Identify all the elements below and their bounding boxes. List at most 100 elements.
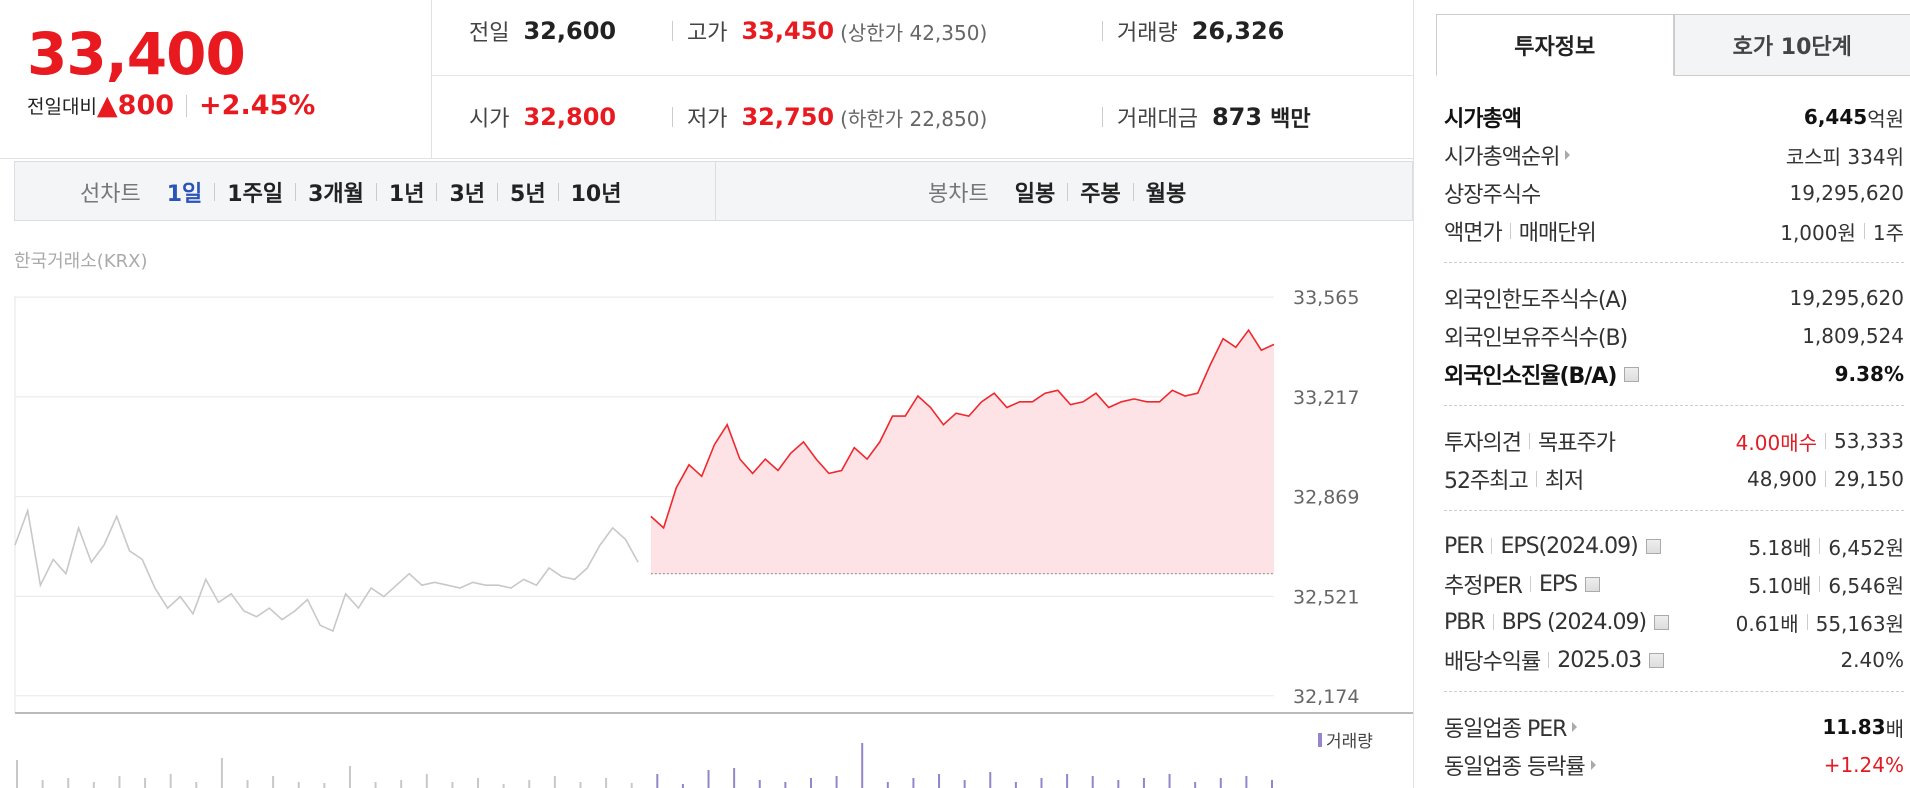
volume-bar — [1066, 774, 1069, 788]
label-text: 상장주식수 — [1444, 183, 1541, 208]
value-text: 19,295,620 — [1789, 181, 1904, 205]
label-text: 2025.03 — [1557, 647, 1642, 673]
row-value: 1,809,524 — [1802, 324, 1904, 348]
period-tab[interactable]: 3개월 — [308, 182, 364, 207]
info-row: 투자의견 목표주가 4.00매수 53,333 — [1444, 422, 1904, 460]
period-tab[interactable]: 1년 — [388, 182, 425, 207]
row-label: 시가총액순위 — [1444, 139, 1571, 171]
info-item: 전일 32,600 — [469, 15, 616, 47]
info-box — [432, 0, 1413, 159]
info-row: 상장주식수 19,295,620 — [1444, 174, 1904, 212]
volume-bar — [144, 778, 147, 788]
volume-bar — [809, 778, 812, 788]
label-text: 최저 — [1544, 469, 1584, 494]
info-row: 외국인소진율(B/A) 9.38% — [1444, 355, 1904, 393]
info-item: 거래대금 873 백만 — [1102, 101, 1311, 133]
row-label: 상장주식수 — [1444, 177, 1541, 209]
label-text: 추정PER — [1444, 574, 1523, 599]
volume-bar — [605, 778, 608, 788]
volume-bar — [528, 780, 531, 788]
separator — [1509, 223, 1511, 239]
value-text: 4.00매수 — [1735, 430, 1818, 455]
row-value: 19,295,620 — [1789, 286, 1904, 310]
volume-bar — [553, 776, 556, 788]
volume-bar — [477, 778, 480, 788]
volume-bar — [374, 782, 377, 788]
separator — [1132, 183, 1134, 201]
volume-bar — [16, 760, 18, 788]
separator — [672, 21, 673, 41]
info-label: 전일 — [469, 21, 510, 46]
side-tab[interactable]: 호가 10단계 — [1673, 14, 1910, 76]
row-label: 52주최고 최저 — [1444, 463, 1584, 495]
row-label: 투자의견 목표주가 — [1444, 425, 1616, 457]
exchange-label: 한국거래소(KRX) — [14, 251, 148, 272]
period-tab[interactable]: 3년 — [449, 182, 486, 207]
info-item: 시가 32,800 — [469, 101, 616, 133]
row-label: 추정PER EPS — [1444, 568, 1601, 600]
candle-tab[interactable]: 월봉 — [1145, 182, 1187, 207]
row-value: 코스피 334위 — [1786, 141, 1904, 170]
info-label: 고가 — [687, 21, 728, 46]
y-tick-label: 32,521 — [1293, 586, 1359, 608]
change-rate: +2.45% — [199, 90, 316, 121]
volume-bar — [502, 784, 505, 788]
volume-bar — [1168, 774, 1171, 788]
arrow-icon — [1572, 722, 1578, 732]
period-tab[interactable]: 10년 — [570, 182, 622, 207]
current-price: 33,400 — [27, 20, 246, 88]
info-row: 동일업종 등락률 +1.24% — [1444, 746, 1904, 784]
info-row: 배당수익률 2025.03 2.40% — [1444, 641, 1904, 679]
volume-bar — [118, 776, 121, 788]
value-text: 48,900 — [1747, 467, 1818, 491]
label-text: 액면가 — [1444, 221, 1503, 246]
separator — [1825, 433, 1827, 449]
arrow-icon — [1565, 150, 1571, 160]
value-text: 코스피 334위 — [1785, 144, 1904, 169]
row-value: +1.24% — [1824, 753, 1904, 777]
volume-bar — [67, 778, 70, 788]
row-value: 2.40% — [1840, 648, 1904, 672]
period-tab[interactable]: 1일 — [166, 182, 203, 207]
help-icon — [1585, 576, 1601, 592]
period-tab[interactable]: 1주일 — [227, 182, 284, 207]
volume-bar — [1245, 776, 1248, 788]
period-tab[interactable]: 5년 — [510, 182, 546, 207]
change-label: 전일대비 — [27, 96, 97, 118]
info-label: 거래량 — [1117, 21, 1178, 46]
separator — [1529, 576, 1531, 592]
value-text: 0.61배 — [1735, 611, 1799, 636]
label-text: EPS — [1538, 571, 1578, 597]
info-row: 시가총액순위 코스피 334위 — [1444, 136, 1904, 174]
info-row: 시가총액 6,445 억원 — [1444, 98, 1904, 136]
value-unit: 억원 — [1867, 106, 1904, 131]
legend-label: 거래량 — [1326, 732, 1373, 752]
row-value: 6,445 억원 — [1804, 103, 1904, 132]
value-text: 11.83 — [1822, 715, 1886, 739]
row-value: 48,900 29,150 — [1747, 467, 1904, 491]
info-row: PBR BPS (2024.09) 0.61배 55,163원 — [1444, 603, 1904, 641]
info-group: 외국인한도주식수(A) 19,295,620 외국인보유주식수(B) 1,809,52… — [1444, 277, 1904, 406]
volume-bar — [758, 780, 761, 788]
volume-bar — [630, 783, 633, 788]
info-value: 33,450 — [741, 17, 835, 45]
candle-tab[interactable]: 주봉 — [1080, 182, 1121, 207]
volume-bar — [272, 776, 275, 788]
value-text: 5.10배 — [1748, 573, 1812, 598]
volume-bar — [323, 783, 326, 788]
change-amount: ▲800 — [96, 90, 175, 121]
value-text: 9.38% — [1834, 362, 1904, 386]
row-label: 액면가 매매단위 — [1444, 215, 1597, 247]
label-text: PER — [1444, 533, 1484, 559]
volume-bar — [1271, 780, 1273, 788]
side-tab[interactable]: 투자정보 — [1436, 14, 1674, 76]
row-label: 동일업종 PER — [1444, 711, 1578, 743]
candle-tab[interactable]: 일봉 — [1014, 182, 1056, 207]
volume-bar — [246, 780, 249, 788]
separator — [1819, 576, 1821, 592]
row-value: 19,295,620 — [1789, 181, 1904, 205]
separator — [1102, 107, 1103, 127]
